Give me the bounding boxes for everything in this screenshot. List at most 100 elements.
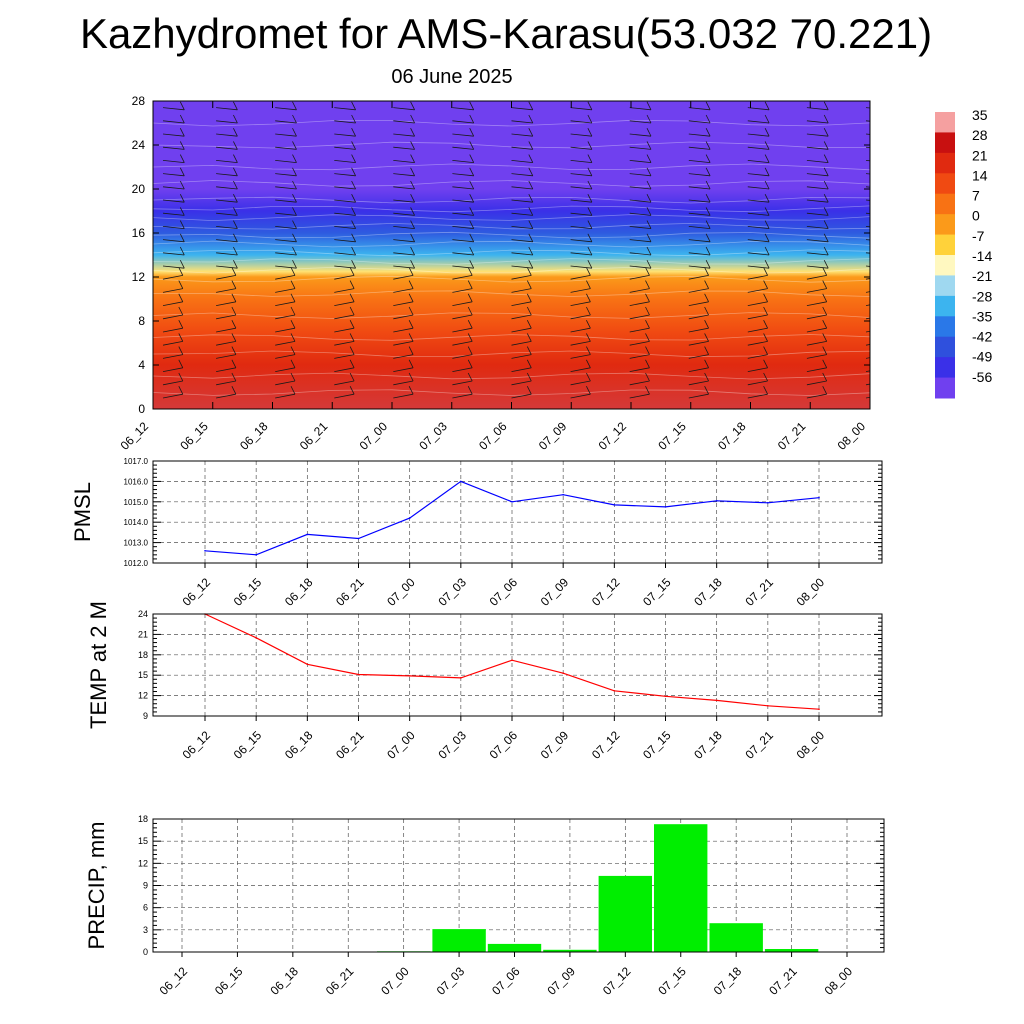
wind-barb-flag: [410, 260, 415, 269]
wind-barb: [275, 380, 296, 386]
wind-barb: [747, 186, 770, 190]
pmsl-y-tick-label: 1012.0: [124, 559, 149, 568]
wind-barb: [275, 354, 296, 359]
temp-x-tick-label: 07_09: [538, 728, 572, 762]
colorbar-swatch: [935, 377, 955, 399]
wind-barb: [393, 212, 415, 216]
wind-barb-flag: [469, 246, 475, 256]
wind-barb: [629, 327, 650, 333]
wind-barb-flag: [587, 220, 593, 229]
wind-barb: [629, 265, 652, 269]
wind-barb-flag: [645, 372, 650, 382]
contour-line: [153, 290, 870, 297]
precip-y-tick-label: 12: [138, 858, 148, 868]
wind-barb: [275, 173, 297, 177]
wind-barb-flag: [292, 167, 297, 176]
wind-barb: [629, 212, 652, 216]
wind-barb: [162, 265, 185, 269]
wind-barb-flag: [763, 372, 768, 382]
wind-barb: [216, 199, 238, 203]
contour-line: [153, 141, 870, 149]
wind-barb: [452, 367, 473, 372]
wind-barb: [216, 146, 238, 150]
wind-barb-flag: [704, 333, 709, 342]
wind-barb-flag: [705, 101, 711, 110]
wind-barb-flag: [351, 220, 356, 229]
wind-barb: [393, 160, 415, 163]
wind-barb: [688, 199, 711, 203]
wind-barb: [865, 304, 870, 306]
wind-barb: [452, 354, 473, 359]
wind-barb-flag: [469, 128, 475, 137]
wind-barb-flag: [764, 246, 770, 256]
wind-barb-flag: [822, 372, 828, 382]
wind-barb: [393, 173, 415, 177]
wind-barb-flag: [882, 307, 886, 315]
wind-barb-flag: [408, 267, 414, 276]
wind-barb: [334, 393, 355, 399]
wind-barb: [162, 288, 183, 293]
temp-x-tick-label: 07_03: [435, 728, 469, 762]
wind-barb: [806, 275, 827, 280]
pmsl-point: [511, 501, 513, 503]
wind-barb: [334, 199, 356, 203]
wind-barb: [865, 396, 870, 399]
wind-barb-flag: [586, 386, 591, 395]
pmsl-x-tick-label: 07_21: [742, 575, 776, 609]
wind-barb: [747, 239, 770, 243]
wind-barb-flag: [764, 128, 770, 137]
wind-barb-flag: [645, 267, 650, 276]
wind-barb: [511, 107, 533, 111]
wind-barb-flag: [587, 194, 593, 203]
wind-barb-flag: [645, 306, 650, 316]
wind-barb-flag: [764, 233, 770, 242]
wind-barb-flag: [883, 181, 887, 189]
wind-barb: [275, 107, 297, 111]
wind-barb: [393, 252, 415, 256]
wind-barb-flag: [410, 233, 415, 242]
wind-barb: [629, 173, 652, 177]
wind-barb: [629, 133, 652, 137]
wind-barb: [334, 252, 356, 256]
wind-barb-flag: [587, 180, 593, 190]
colorbar-label: -7: [972, 228, 985, 244]
wind-barb: [747, 173, 770, 177]
wind-barb-flag: [823, 207, 829, 216]
pmsl-point: [460, 480, 462, 483]
wind-barb-flag: [231, 346, 237, 355]
wind-barb-flag: [705, 167, 711, 176]
wind-barb-flag: [469, 207, 475, 216]
wind-barb-flag: [705, 207, 711, 216]
wind-barb-flag: [764, 180, 770, 190]
wind-barb-flag: [587, 154, 593, 163]
precip-x-tick-label: 07_21: [766, 964, 800, 998]
wind-barb-flag: [292, 233, 297, 242]
wind-barb: [511, 120, 533, 124]
profile-x-tick-label: 07_09: [536, 419, 570, 453]
wind-barb-flag: [883, 234, 887, 242]
wind-barb-flag: [290, 386, 296, 395]
wind-barb-flag: [823, 220, 829, 229]
wind-barb: [806, 239, 829, 243]
wind-barb: [570, 173, 592, 177]
wind-barb: [511, 173, 533, 177]
wind-barb: [275, 239, 297, 243]
wind-barb-flag: [528, 246, 534, 256]
wind-barb: [275, 199, 297, 203]
wind-barb: [806, 173, 829, 177]
wind-barb-flag: [646, 233, 652, 242]
wind-barb: [393, 393, 414, 399]
wind-barb-flag: [351, 180, 356, 190]
wind-barb-flag: [178, 372, 184, 382]
wind-barb: [452, 186, 474, 190]
wind-barb: [275, 341, 296, 346]
profile-x-tick-label: 06_12: [118, 419, 152, 453]
wind-barb: [162, 301, 183, 306]
wind-barb: [216, 354, 236, 359]
wind-barb-flag: [233, 220, 238, 229]
wind-barb-flag: [231, 306, 237, 316]
precip-x-tick-label: 06_15: [212, 964, 246, 998]
wind-barb-flag: [587, 260, 593, 269]
wind-barb: [747, 314, 768, 320]
